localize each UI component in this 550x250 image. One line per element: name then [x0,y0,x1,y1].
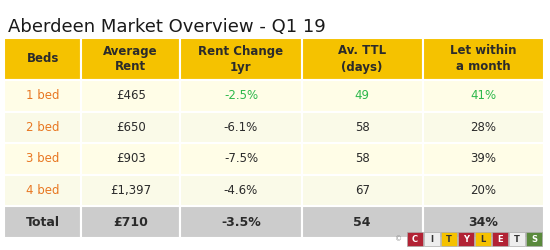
Bar [81,206,180,238]
Text: -7.5%: -7.5% [224,152,258,166]
Bar [441,232,457,246]
Bar [475,232,491,246]
Bar [423,206,544,238]
Text: 1 bed: 1 bed [26,89,59,102]
Bar [423,112,544,143]
Bar [180,175,301,206]
Text: ©: © [395,236,402,242]
Bar [301,206,423,238]
Bar [81,175,180,206]
Text: -4.6%: -4.6% [224,184,258,197]
Bar [509,232,525,246]
Text: 58: 58 [355,152,370,166]
Text: 39%: 39% [470,152,497,166]
Text: Rent Change
1yr: Rent Change 1yr [199,44,283,74]
Bar [180,143,301,175]
Text: -6.1%: -6.1% [224,121,258,134]
Bar [423,143,544,175]
Text: Total: Total [25,216,59,229]
Text: £465: £465 [116,89,146,102]
Text: T: T [446,234,452,244]
Text: £710: £710 [113,216,148,229]
Text: Av. TTL
(days): Av. TTL (days) [338,44,386,74]
Text: £650: £650 [116,121,146,134]
Bar [180,80,301,112]
Bar [458,232,474,246]
Text: 28%: 28% [470,121,497,134]
Text: S: S [531,234,537,244]
Text: -3.5%: -3.5% [221,216,261,229]
Bar [301,80,423,112]
Bar [301,143,423,175]
Text: Y: Y [463,234,469,244]
Text: 41%: 41% [470,89,497,102]
Text: 49: 49 [355,89,370,102]
Bar [4,175,81,206]
Text: L: L [480,234,486,244]
Bar [81,112,180,143]
Text: 67: 67 [355,184,370,197]
Bar [424,232,440,246]
Bar [180,112,301,143]
Bar [423,175,544,206]
Text: 34%: 34% [469,216,498,229]
Bar [407,232,423,246]
Text: Beds: Beds [26,52,59,66]
Bar [180,206,301,238]
Text: T: T [514,234,520,244]
Bar [4,112,81,143]
Bar [492,232,508,246]
Text: 2 bed: 2 bed [26,121,59,134]
Bar [423,38,544,80]
Bar [81,38,180,80]
Text: -2.5%: -2.5% [224,89,258,102]
Text: I: I [431,234,433,244]
Bar [4,80,81,112]
Text: E: E [497,234,503,244]
Text: 4 bed: 4 bed [26,184,59,197]
Text: Average
Rent: Average Rent [103,44,158,74]
Text: Let within
a month: Let within a month [450,44,516,74]
Bar [301,38,423,80]
Bar [301,112,423,143]
Bar [301,175,423,206]
Text: 54: 54 [354,216,371,229]
Bar [4,38,81,80]
Text: 20%: 20% [470,184,497,197]
Bar [4,143,81,175]
Text: Aberdeen Market Overview - Q1 19: Aberdeen Market Overview - Q1 19 [8,18,326,36]
Text: £1,397: £1,397 [110,184,151,197]
Bar [526,232,542,246]
Bar [81,143,180,175]
Bar [81,80,180,112]
Bar [180,38,301,80]
Text: C: C [412,234,418,244]
Text: 58: 58 [355,121,370,134]
Bar [4,206,81,238]
Text: 3 bed: 3 bed [26,152,59,166]
Text: £903: £903 [116,152,146,166]
Bar [423,80,544,112]
